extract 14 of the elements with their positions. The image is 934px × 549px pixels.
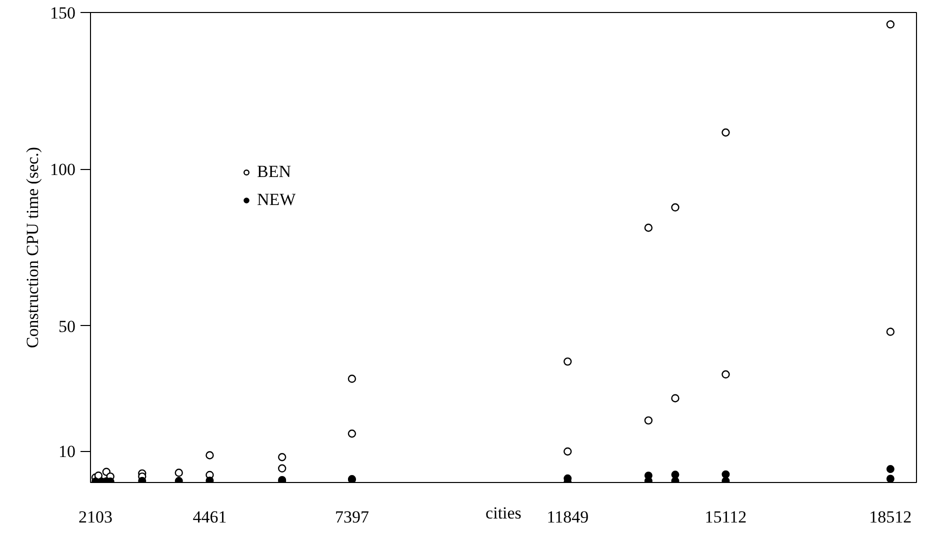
y-tick-label: 50 [58, 316, 76, 336]
y-tick-label: 10 [58, 442, 76, 462]
legend-label: NEW [257, 190, 296, 210]
x-tick-label: 18512 [869, 508, 912, 526]
x-tick-label: 11849 [546, 508, 589, 526]
y-tick-label: 100 [50, 160, 76, 180]
x-tick-label: 2103 [78, 508, 112, 526]
x-axis-title: cities [486, 504, 522, 522]
x-tick-label: 7397 [334, 508, 370, 526]
y-tick-label: 150 [50, 4, 76, 22]
y-axis-title: Construction CPU time (sec.) [23, 146, 42, 348]
x-tick-label: 15112 [704, 508, 747, 526]
x-tick-label: 4461 [192, 508, 227, 526]
legend-label: BEN [257, 162, 291, 182]
